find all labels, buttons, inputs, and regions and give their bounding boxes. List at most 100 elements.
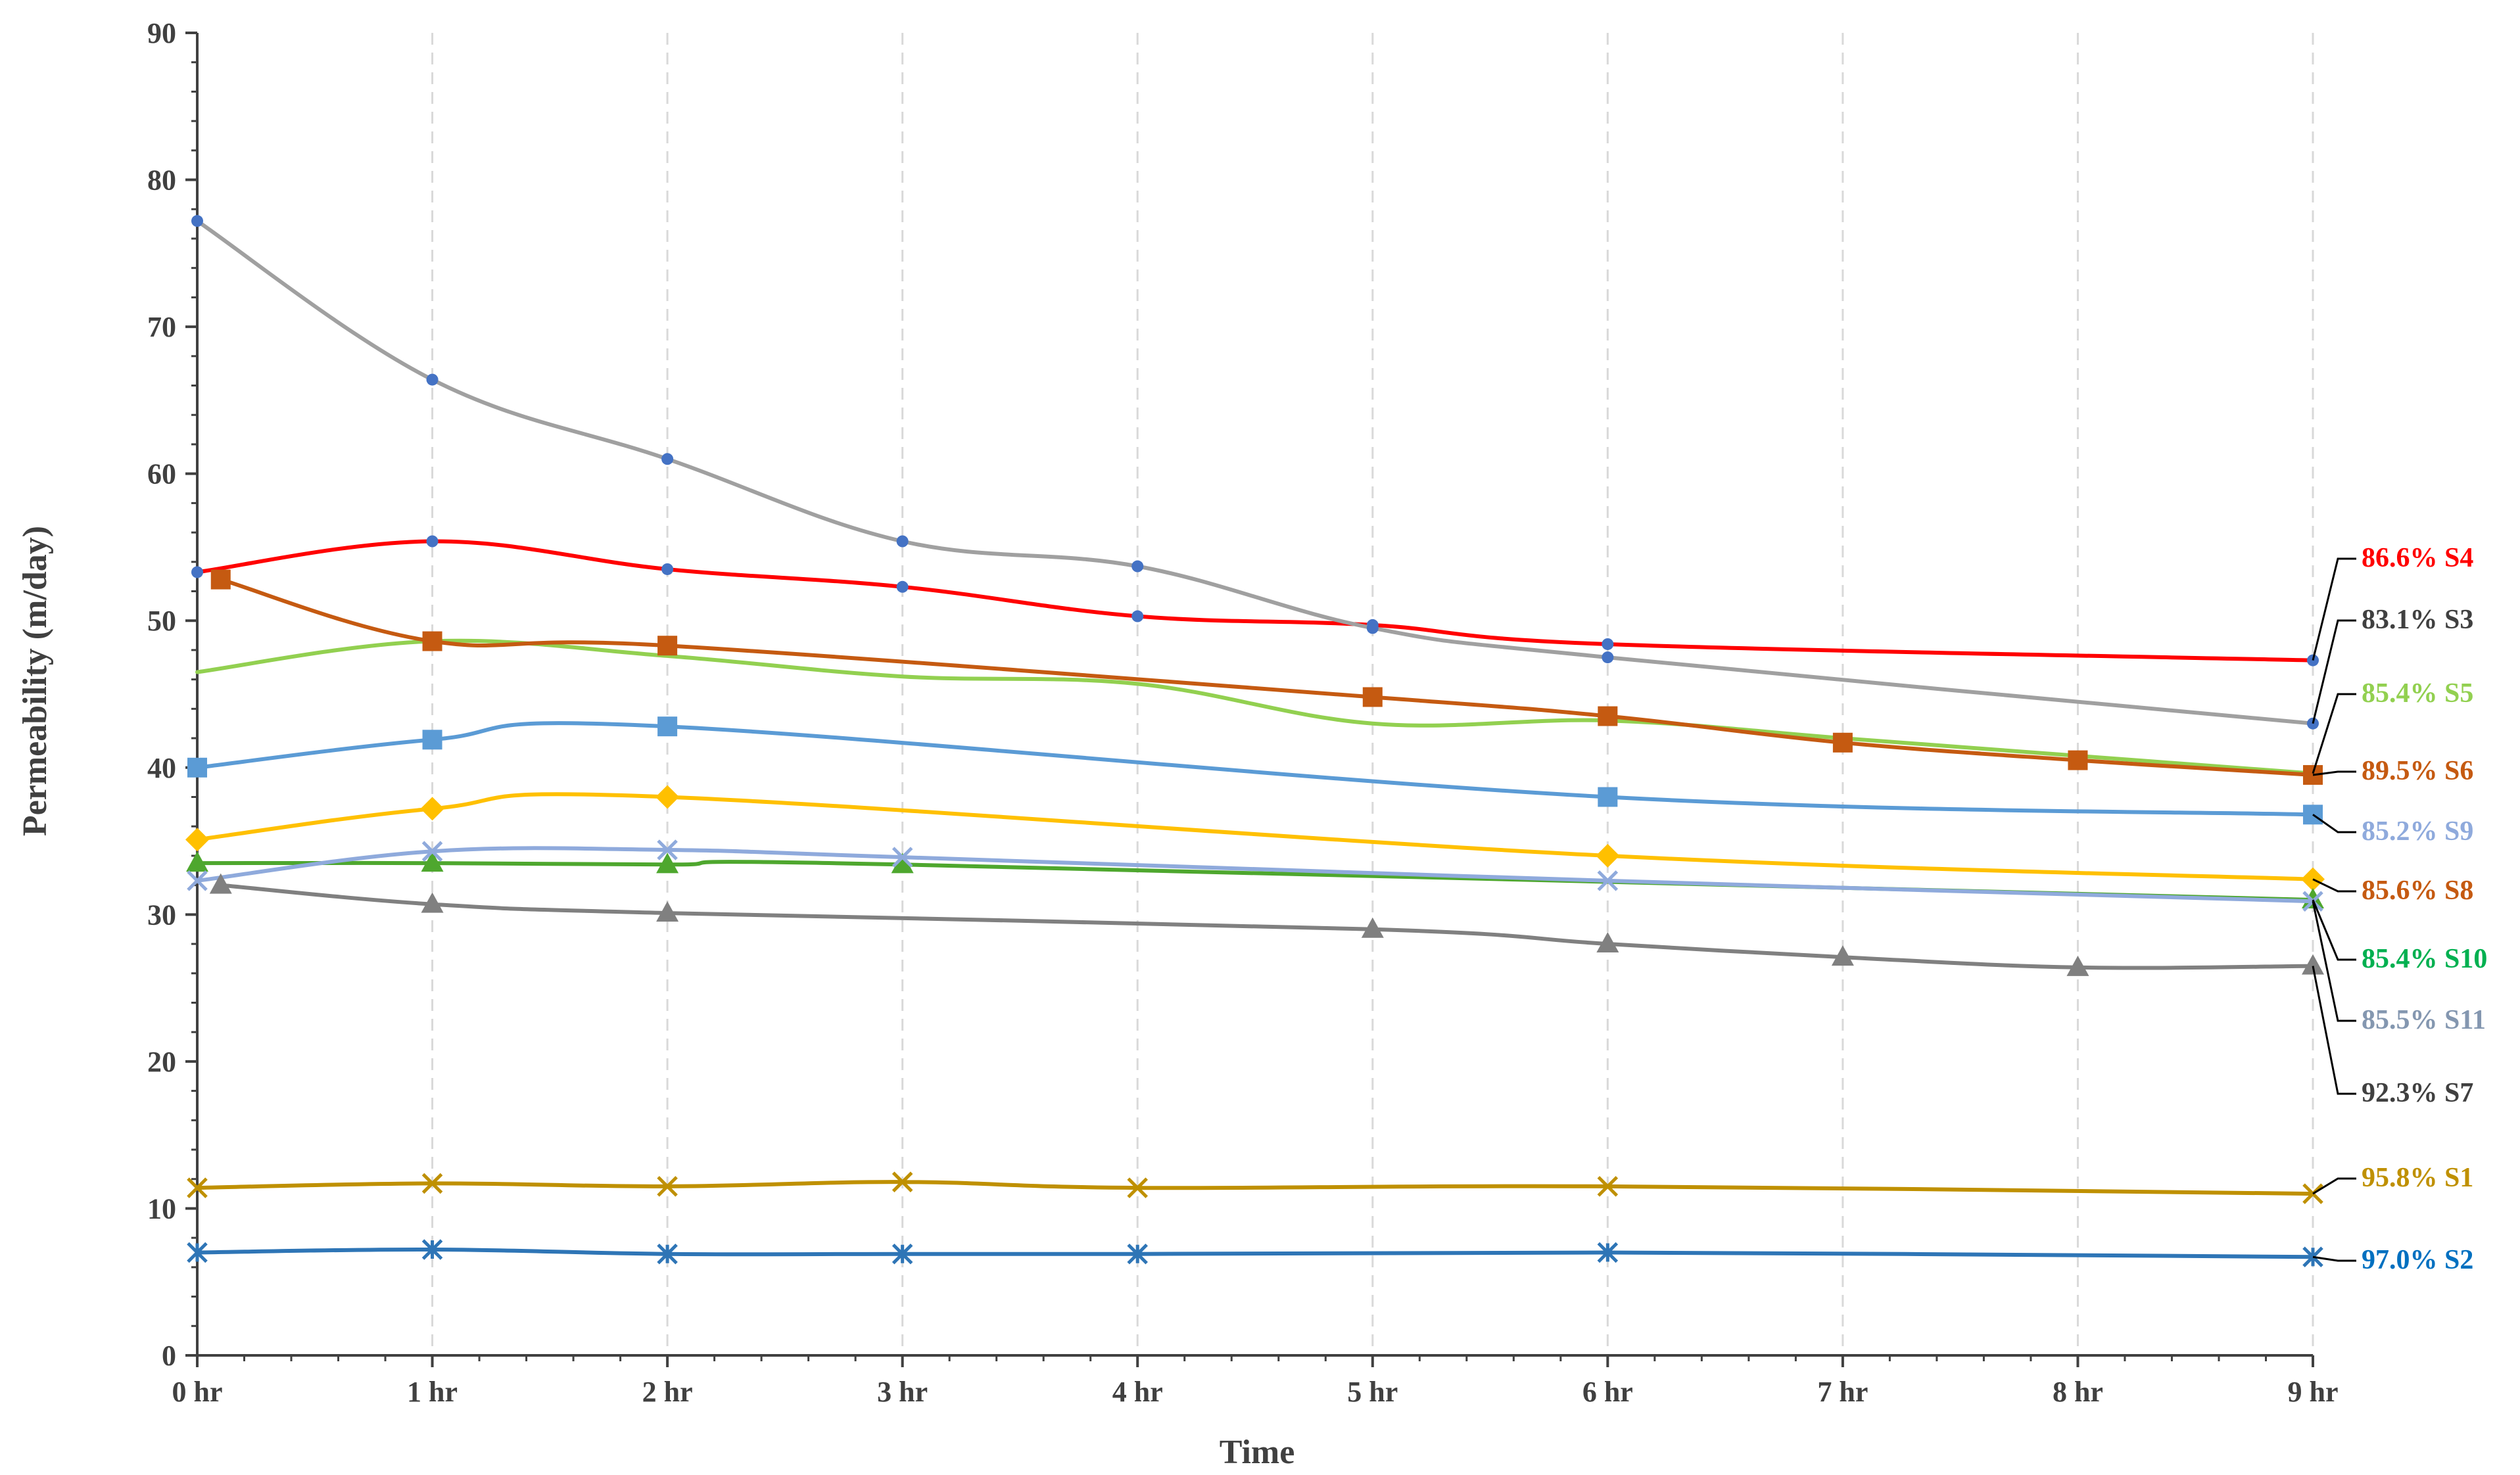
data-point [1598,787,1618,807]
data-point [896,535,909,548]
y-tick-label: 90 [147,17,176,49]
y-tick-label: 70 [147,311,176,343]
data-point [191,215,203,227]
series-86-6-s4 [191,535,2319,667]
data-point [422,631,442,651]
data-point [1597,1242,1619,1263]
data-point [421,1239,443,1260]
data-point [422,730,442,750]
data-point [185,828,209,852]
label-leader-line [2312,557,2356,661]
series-layer [185,215,2325,1267]
data-point [1361,917,1384,938]
series-label: 89.5% S6 [2362,756,2473,786]
data-point [1366,622,1379,634]
data-point [187,1177,208,1198]
series-89-5-s6 [210,569,2323,785]
series-label: 97.0% S2 [2362,1245,2473,1275]
data-point [1131,560,1144,573]
x-tick-label: 4 hr [1112,1376,1163,1408]
label-leader-line [2312,966,2356,1095]
series-line [218,577,2315,777]
data-point [1832,732,1853,753]
series-line [195,846,2315,904]
data-point [892,1171,913,1192]
data-point [186,851,208,872]
data-point [1602,651,1614,664]
data-point [656,901,679,922]
series-85-6-s8 [185,785,2325,891]
series-label: 95.8% S1 [2362,1163,2473,1193]
data-point [1831,945,1854,966]
x-tick-label: 5 hr [1347,1376,1398,1408]
data-point [1362,687,1383,707]
series-line [195,1247,2315,1259]
data-point [191,566,203,578]
data-point [210,569,231,590]
y-tick-label: 60 [147,458,176,490]
label-leader-line [2312,1177,2356,1195]
series-label: 85.4% S5 [2362,678,2473,709]
data-point [1597,870,1619,891]
series-97-0-s2 [187,1239,2323,1267]
label-leader-line [2312,814,2356,833]
x-tick-label: 7 hr [1817,1376,1868,1408]
series-85-4-s10 [186,851,2324,908]
data-point [2302,954,2324,975]
series-label: 85.5% S11 [2362,1005,2486,1035]
series-line [195,539,2315,663]
series-label: 92.3% S7 [2362,1078,2473,1108]
data-point [2302,1183,2323,1204]
y-tick-label: 40 [147,752,176,784]
series-92-3-s7 [209,873,2324,976]
series-label: 83.1% S3 [2362,605,2473,635]
series-line [195,792,2315,881]
data-point [892,847,913,868]
y-tick-label: 10 [147,1192,176,1225]
series-line [195,219,2315,726]
series-line [195,1180,2315,1196]
data-point [421,1173,443,1194]
series-85-5-s11 [187,839,2323,912]
axis-layer: 0 10 20 30 40 50 60 70 80 90 0 hr 1 hr 2 hr 3 hr 4 hr 5… [147,17,2339,1408]
data-point [657,636,678,656]
data-point [1598,706,1618,726]
series-95-8-s1 [187,1171,2323,1204]
y-tick-label: 20 [147,1046,176,1078]
series-label: 86.6% S4 [2362,543,2473,573]
data-point [891,853,914,874]
series-83-1-s3 [191,215,2319,730]
series-85-2-s9 [187,716,2323,825]
x-tick-label: 2 hr [642,1376,693,1408]
data-point [656,853,679,874]
label-leader-line [2312,899,2356,961]
label-leader-line [2312,1255,2356,1262]
x-axis-title: Time [1220,1434,1295,1471]
data-point [426,373,439,386]
y-tick-label: 30 [147,899,176,931]
data-point [661,563,674,575]
series-line [195,721,2315,817]
data-point [187,1242,208,1263]
series-line [218,883,2315,970]
data-point [421,841,443,862]
data-point [657,1243,678,1265]
y-tick-label: 0 [162,1340,176,1372]
data-point [1597,1176,1619,1197]
label-leader-line [2312,901,2356,1022]
data-point [421,892,444,913]
data-point [892,1243,913,1265]
data-point [657,1176,678,1197]
data-point [1602,638,1614,650]
y-tick-label: 50 [147,605,176,637]
data-point [896,580,909,593]
data-point [655,785,680,809]
data-point [2302,887,2324,908]
data-point [1131,610,1144,622]
data-point [1127,1177,1148,1198]
x-tick-label: 3 hr [877,1376,928,1408]
data-point [2066,955,2089,976]
data-point [187,870,208,891]
data-point [661,453,674,465]
